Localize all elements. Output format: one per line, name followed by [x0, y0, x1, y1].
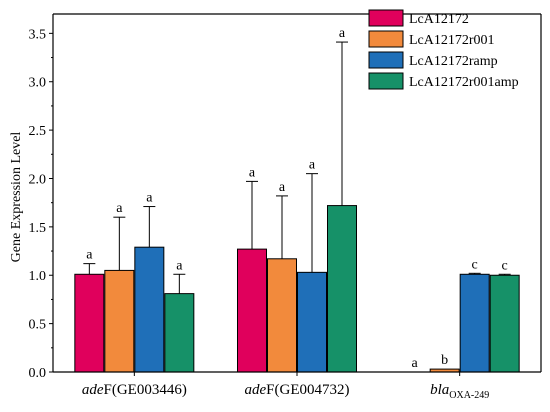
- y-tick-label: 3.0: [29, 76, 47, 91]
- significance-label: a: [309, 158, 316, 173]
- legend: LcA12172 LcA12172r001 LcA12172ramp LcA12172…: [368, 9, 519, 90]
- legend-label-LcA12172r001amp: LcA12172r001amp: [409, 75, 519, 90]
- x-tick-label: blaOXA-249: [430, 382, 489, 401]
- y-tick-label: 1.5: [29, 221, 47, 236]
- legend-swatch-LcA12172r001amp: [368, 72, 404, 90]
- significance-label: a: [86, 248, 93, 263]
- significance-label: a: [412, 356, 419, 371]
- bar-LcA12172-0: [74, 273, 105, 373]
- y-tick-label: 2.0: [29, 172, 47, 187]
- legend-label-LcA12172r001: LcA12172r001: [409, 33, 495, 48]
- bar-LcA12172r001amp-0: [164, 293, 195, 373]
- bar-LcA12172ramp-2: [459, 273, 490, 373]
- significance-label: a: [146, 191, 153, 206]
- y-axis-label-group: Gene Expression Level: [9, 132, 24, 263]
- significance-label: a: [176, 258, 183, 273]
- significance-labels-layer: a a a a a a a a a b c c: [86, 26, 508, 371]
- bar-LcA12172-1: [237, 248, 267, 373]
- significance-label: a: [339, 26, 346, 41]
- y-axis-label: Gene Expression Level: [9, 132, 24, 263]
- x-tick-labels-layer: adeF(GE003446) adeF(GE004732) blaOXA-249: [82, 372, 489, 401]
- significance-label: c: [472, 257, 478, 272]
- bar-LcA12172r001amp-2: [489, 274, 520, 373]
- bars-layer: [74, 205, 520, 373]
- legend-label-LcA12172: LcA12172: [409, 12, 469, 27]
- bar-LcA12172ramp-1: [297, 271, 327, 373]
- significance-label: a: [249, 165, 256, 180]
- y-tick-label: 3.5: [29, 27, 47, 42]
- significance-label: c: [502, 258, 508, 273]
- legend-swatch-LcA12172ramp: [368, 51, 404, 69]
- bar-LcA12172r001-0: [104, 269, 135, 373]
- y-tick-label: 1.0: [29, 269, 47, 284]
- y-tick-label: 0.5: [29, 318, 47, 333]
- x-tick-label: adeF(GE004732): [245, 382, 350, 398]
- significance-label: a: [116, 201, 123, 216]
- error-bars-layer: [83, 41, 511, 294]
- x-tick-label: adeF(GE003446): [82, 382, 187, 398]
- y-tick-label: 2.5: [29, 124, 47, 139]
- bar-LcA12172r001amp-1: [327, 205, 357, 373]
- legend-label-LcA12172ramp: LcA12172ramp: [409, 54, 498, 69]
- legend-swatch-LcA12172r001: [368, 30, 404, 48]
- legend-swatch-LcA12172: [368, 9, 404, 27]
- y-ticks-layer: 0.0 0.5 1.0 1.5 2.0 2.5 3.0 3.5: [29, 27, 53, 381]
- significance-label: a: [279, 180, 286, 195]
- significance-label: b: [441, 353, 448, 368]
- bar-LcA12172r001-1: [267, 258, 297, 373]
- y-tick-label: 0.0: [29, 366, 47, 381]
- bar-LcA12172ramp-0: [134, 246, 165, 373]
